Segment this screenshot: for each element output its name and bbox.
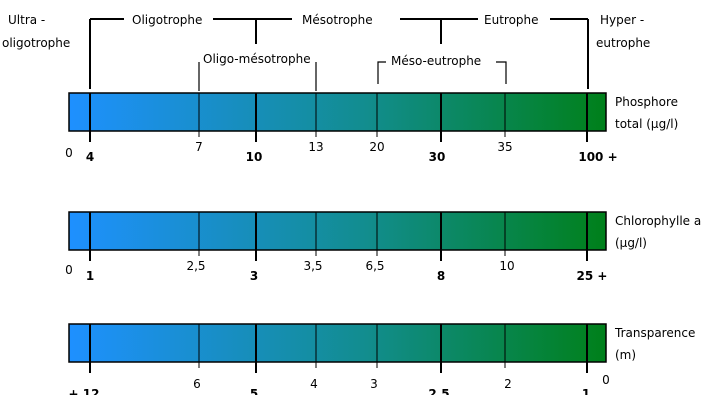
tick-label: 20 [369, 140, 384, 154]
bar-label-line1: Chlorophylle a [615, 214, 701, 228]
meso-eutrophe-label: Méso-eutrophe [391, 54, 481, 68]
tick-label: 7 [195, 140, 203, 154]
hyper-eutrophe-label-line2: eutrophe [596, 36, 650, 50]
category-labels: Ultra - oligotrophe Oligotrophe Mésotrop… [2, 13, 650, 68]
tick-label: 10 [499, 259, 514, 273]
tick-label: 1 [582, 387, 590, 395]
tick-label: 1 [86, 269, 94, 283]
ultra-oligotrophe-label-line2: oligotrophe [2, 36, 70, 50]
tick-label: 2,5 [186, 259, 205, 273]
mesotrophe-label: Mésotrophe [302, 13, 373, 27]
tick-label: 2 [504, 377, 512, 391]
eutrophe-label: Eutrophe [484, 13, 539, 27]
tick-label: 8 [437, 269, 445, 283]
gradient-bar [68, 92, 607, 132]
tick-label: 2.5 [428, 387, 449, 395]
tick-label: 35 [497, 140, 512, 154]
meso-eutrophe-bracket [377, 61, 507, 84]
scale-bar-3: Transparence (m) 0 + 12 6 5 4 3 2.5 2 1 [68, 323, 695, 395]
gradient-bar [68, 323, 607, 363]
bar-label-line2: (µg/l) [615, 236, 647, 250]
tick-label: 5 [250, 387, 258, 395]
hyper-eutrophe-label-line1: Hyper - [600, 13, 644, 27]
tick-label: 3 [250, 269, 258, 283]
tick-label: 6 [193, 377, 201, 391]
bar-start-label: 0 [65, 263, 73, 277]
scale-bar-2: Chlorophylle a (µg/l) 0 1 2,5 3 3,5 6,5 8 10 25 + [65, 211, 701, 283]
scale-bar-1: Phosphore total (µg/l) 0 4 7 10 13 20 30 35 100 + [65, 92, 678, 164]
bar-label-line2: (m) [615, 348, 636, 362]
tick-label: 4 [86, 150, 94, 164]
bar-label-line1: Phosphore [615, 95, 678, 109]
tick-label: 6,5 [365, 259, 384, 273]
category-header [89, 18, 589, 89]
oligo-mesotrophe-bracket [198, 62, 317, 91]
ultra-oligotrophe-label-line1: Ultra - [8, 13, 45, 27]
oligotrophe-label: Oligotrophe [132, 13, 202, 27]
tick-label: 13 [308, 140, 323, 154]
tick-label: 4 [310, 377, 318, 391]
bar-start-label: 0 [602, 373, 610, 387]
bar-label-line1: Transparence [614, 326, 695, 340]
oligo-mesotrophe-label: Oligo-mésotrophe [203, 52, 311, 66]
bar-start-label: 0 [65, 146, 73, 160]
tick-label: 3,5 [303, 259, 322, 273]
tick-label: 10 [246, 150, 263, 164]
tick-label: 3 [370, 377, 378, 391]
tick-label: 100 + [578, 150, 617, 164]
tick-label: 30 [429, 150, 446, 164]
tick-label: + 12 [69, 387, 100, 395]
bar-label-line2: total (µg/l) [615, 117, 678, 131]
tick-label: 25 + [577, 269, 608, 283]
gradient-bar [68, 211, 607, 251]
